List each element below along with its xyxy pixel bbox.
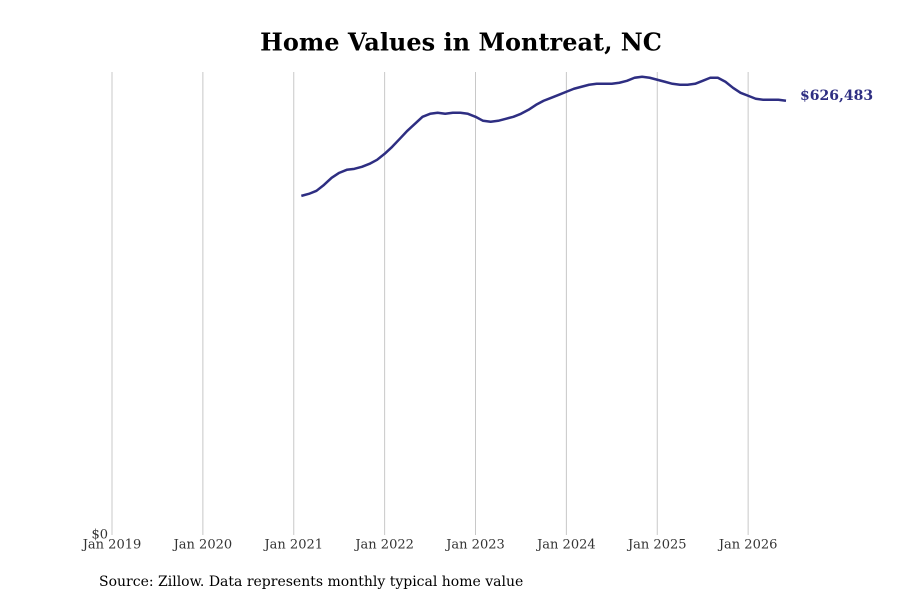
x-tick-label: Jan 2025 bbox=[626, 538, 687, 553]
x-tick-label: Jan 2026 bbox=[717, 538, 778, 553]
x-tick-label: Jan 2020 bbox=[172, 538, 233, 553]
chart-title: Home Values in Montreat, NC bbox=[260, 28, 662, 57]
source-note: Source: Zillow. Data represents monthly … bbox=[99, 574, 523, 590]
x-tick-label: Jan 2021 bbox=[262, 538, 323, 553]
x-tick-label: Jan 2023 bbox=[444, 538, 505, 553]
y-tick-label: $0 bbox=[91, 528, 108, 543]
x-tick-label: Jan 2022 bbox=[353, 538, 414, 553]
line bbox=[301, 75, 787, 198]
x-tick-label: Jan 2019 bbox=[81, 538, 142, 553]
value-label: $626,483 bbox=[800, 88, 873, 104]
x-tick-label: Jan 2024 bbox=[535, 538, 596, 553]
